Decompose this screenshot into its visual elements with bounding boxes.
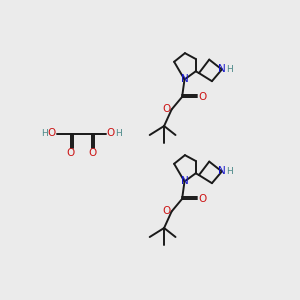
Text: O: O	[88, 148, 96, 158]
Text: H: H	[41, 129, 48, 138]
Text: O: O	[162, 206, 171, 217]
Text: N: N	[218, 64, 226, 74]
Text: O: O	[162, 104, 171, 115]
Text: O: O	[106, 128, 115, 139]
Text: N: N	[181, 74, 188, 85]
Text: O: O	[198, 194, 206, 204]
Text: H: H	[115, 129, 122, 138]
Text: N: N	[218, 167, 226, 176]
Text: O: O	[198, 92, 206, 102]
Text: H: H	[226, 65, 233, 74]
Text: O: O	[66, 148, 75, 158]
Text: H: H	[226, 167, 233, 176]
Text: O: O	[48, 128, 56, 139]
Text: N: N	[181, 176, 188, 187]
